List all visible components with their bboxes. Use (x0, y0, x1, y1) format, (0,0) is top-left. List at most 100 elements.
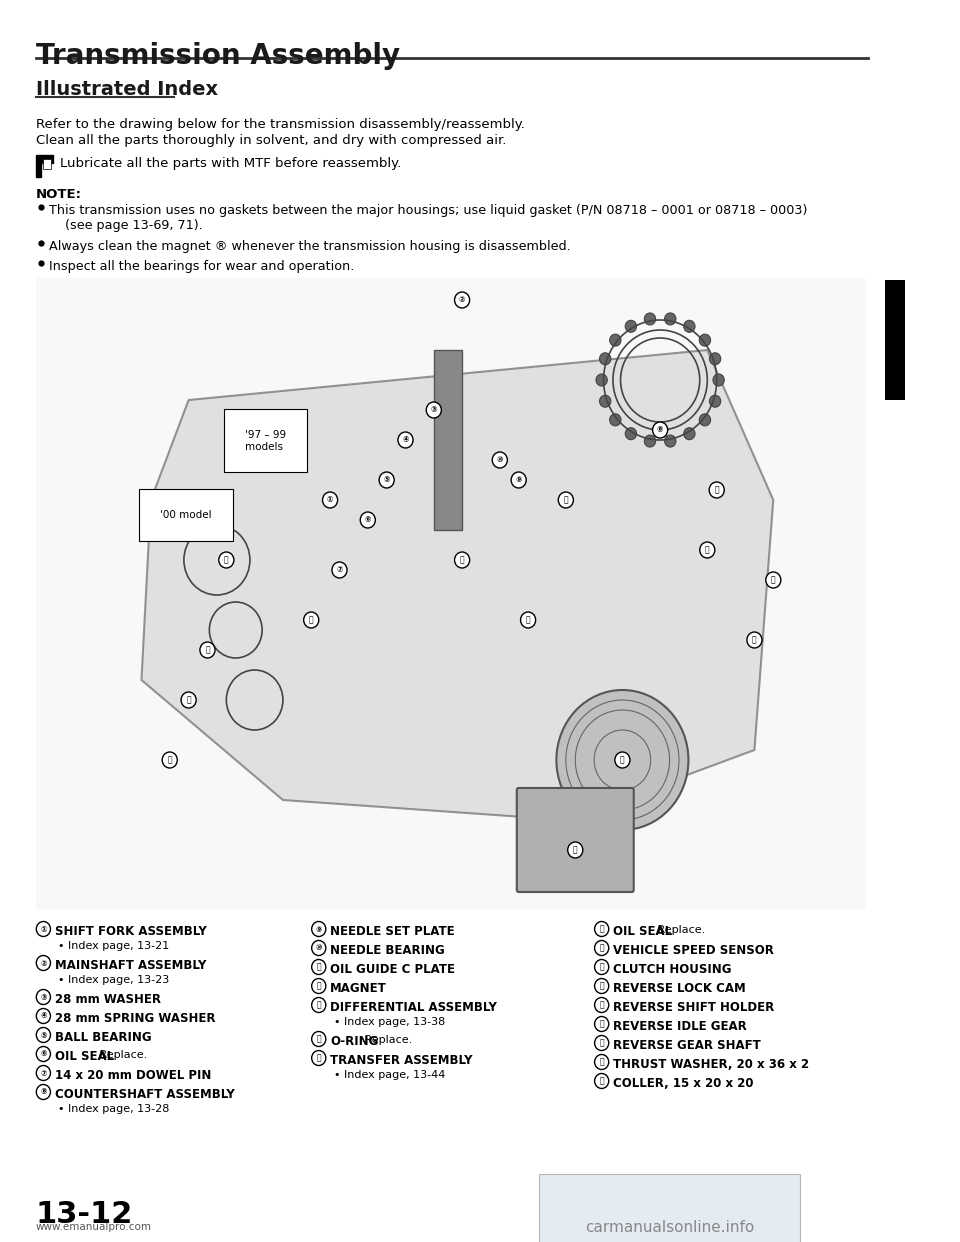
Text: TRANSFER ASSEMBLY: TRANSFER ASSEMBLY (330, 1054, 472, 1067)
Text: ⑳: ⑳ (599, 1001, 604, 1010)
Text: DIFFERENTIAL ASSEMBLY: DIFFERENTIAL ASSEMBLY (330, 1001, 497, 1013)
Circle shape (594, 1036, 609, 1051)
Text: ⑷: ⑷ (599, 1077, 604, 1086)
Text: ⑪: ⑪ (317, 963, 321, 971)
Text: ⑬: ⑬ (317, 1001, 321, 1010)
Circle shape (454, 292, 469, 308)
Text: ⑳: ⑳ (309, 616, 314, 625)
Circle shape (36, 922, 51, 936)
Text: OIL GUIDE C PLATE: OIL GUIDE C PLATE (330, 963, 455, 976)
Circle shape (454, 551, 469, 568)
Text: ㉔: ㉔ (167, 755, 172, 765)
Text: • Index page, 13-44: • Index page, 13-44 (334, 1071, 445, 1081)
Circle shape (520, 612, 536, 628)
Circle shape (511, 472, 526, 488)
Circle shape (600, 395, 611, 407)
Text: ⑮: ⑮ (317, 1053, 321, 1062)
FancyBboxPatch shape (884, 279, 905, 400)
Text: ㉒: ㉒ (224, 555, 228, 565)
Text: Clean all the parts thoroughly in solvent, and dry with compressed air.: Clean all the parts thoroughly in solven… (36, 134, 506, 147)
Circle shape (684, 427, 695, 440)
Circle shape (610, 414, 621, 426)
Text: • Index page, 13-21: • Index page, 13-21 (59, 941, 170, 951)
Text: 13-12: 13-12 (36, 1200, 133, 1230)
Circle shape (492, 452, 507, 468)
Text: THRUST WASHER, 20 x 36 x 2: THRUST WASHER, 20 x 36 x 2 (613, 1058, 809, 1071)
Text: REVERSE LOCK CAM: REVERSE LOCK CAM (613, 982, 746, 995)
FancyBboxPatch shape (434, 350, 462, 530)
Polygon shape (36, 155, 53, 178)
Circle shape (594, 979, 609, 994)
Text: ㉑: ㉑ (205, 646, 210, 655)
Circle shape (303, 612, 319, 628)
Text: • Index page, 13-28: • Index page, 13-28 (59, 1104, 170, 1114)
Text: ⑥: ⑥ (365, 515, 371, 524)
Text: Illustrated Index: Illustrated Index (36, 79, 218, 99)
Text: MAINSHAFT ASSEMBLY: MAINSHAFT ASSEMBLY (55, 959, 206, 972)
Circle shape (36, 1066, 51, 1081)
Text: OIL SEAL: OIL SEAL (55, 1049, 114, 1063)
Circle shape (36, 955, 51, 970)
Text: '97 – 99
models: '97 – 99 models (245, 430, 286, 452)
Circle shape (684, 320, 695, 333)
Text: ⑭: ⑭ (526, 616, 531, 625)
Circle shape (709, 395, 721, 407)
Text: ⑤: ⑤ (383, 476, 390, 484)
Text: Lubricate all the parts with MTF before reassembly.: Lubricate all the parts with MTF before … (60, 156, 401, 170)
Text: ⑲: ⑲ (705, 545, 709, 554)
Text: ⑯: ⑯ (752, 636, 756, 645)
Text: ⑶: ⑶ (599, 1057, 604, 1067)
Circle shape (557, 691, 688, 830)
Text: '00 model: '00 model (160, 510, 212, 520)
Circle shape (398, 432, 413, 448)
Circle shape (664, 313, 676, 325)
Text: Replace.: Replace. (96, 1049, 148, 1059)
Circle shape (664, 435, 676, 447)
Circle shape (709, 482, 724, 498)
Text: ②: ② (40, 959, 47, 968)
Text: ⑫: ⑫ (317, 981, 321, 991)
Text: ④: ④ (402, 436, 409, 445)
Text: 28 mm WASHER: 28 mm WASHER (55, 994, 160, 1006)
Circle shape (312, 979, 325, 994)
Circle shape (567, 842, 583, 858)
Text: ⑱: ⑱ (714, 486, 719, 494)
Text: ⑦: ⑦ (336, 565, 343, 575)
Text: Transmission Assembly: Transmission Assembly (36, 42, 400, 70)
FancyBboxPatch shape (516, 787, 634, 892)
Text: ⑮: ⑮ (573, 846, 578, 854)
Text: REVERSE IDLE GEAR: REVERSE IDLE GEAR (613, 1020, 747, 1033)
Text: ⑬: ⑬ (620, 755, 625, 765)
Circle shape (747, 632, 762, 648)
FancyBboxPatch shape (36, 278, 866, 910)
Text: ⑧: ⑧ (657, 426, 663, 435)
Text: OIL SEAL: OIL SEAL (613, 925, 672, 938)
Text: MAGNET: MAGNET (330, 982, 387, 995)
Text: • Index page, 13-38: • Index page, 13-38 (334, 1017, 445, 1027)
Circle shape (36, 990, 51, 1005)
Text: O-RING: O-RING (330, 1035, 378, 1048)
Circle shape (36, 1084, 51, 1099)
Circle shape (596, 374, 608, 386)
Circle shape (36, 1027, 51, 1042)
Text: ⑱: ⑱ (599, 963, 604, 971)
Text: Replace.: Replace. (655, 925, 706, 935)
Circle shape (594, 922, 609, 936)
Circle shape (653, 422, 667, 438)
Text: ⑯: ⑯ (599, 924, 604, 934)
Circle shape (312, 997, 325, 1012)
Text: • Index page, 13-23: • Index page, 13-23 (59, 975, 170, 985)
Circle shape (312, 960, 325, 975)
Text: ⑰: ⑰ (771, 575, 776, 585)
Circle shape (36, 1047, 51, 1062)
Polygon shape (43, 159, 51, 169)
Circle shape (699, 334, 710, 347)
Text: This transmission uses no gaskets between the major housings; use liquid gasket : This transmission uses no gaskets betwee… (49, 204, 807, 232)
Text: CLUTCH HOUSING: CLUTCH HOUSING (613, 963, 732, 976)
Text: ④: ④ (40, 1011, 47, 1021)
Circle shape (312, 940, 325, 955)
Circle shape (162, 751, 178, 768)
Text: Always clean the magnet ® whenever the transmission housing is disassembled.: Always clean the magnet ® whenever the t… (49, 240, 571, 253)
Text: ③: ③ (430, 405, 437, 415)
Circle shape (379, 472, 395, 488)
